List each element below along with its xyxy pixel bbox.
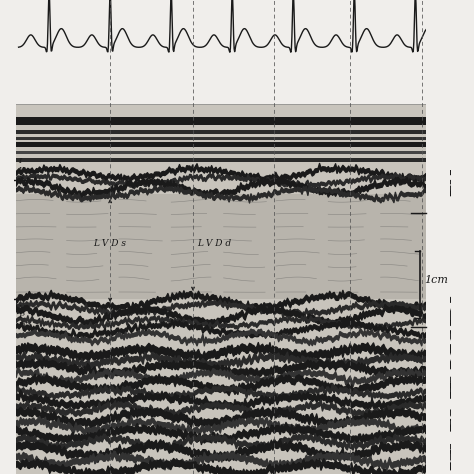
FancyBboxPatch shape	[14, 104, 450, 474]
Text: L V D d: L V D d	[197, 239, 231, 248]
Text: L V D s: L V D s	[93, 239, 126, 248]
FancyBboxPatch shape	[14, 0, 450, 104]
FancyBboxPatch shape	[14, 142, 450, 147]
FancyBboxPatch shape	[14, 117, 450, 125]
Text: L
V
P
W: L V P W	[18, 295, 27, 329]
FancyBboxPatch shape	[14, 158, 450, 162]
FancyBboxPatch shape	[6, 0, 17, 474]
FancyBboxPatch shape	[14, 130, 450, 134]
Text: 1cm: 1cm	[424, 274, 448, 285]
Text: I
V
S: I V S	[18, 157, 25, 182]
FancyBboxPatch shape	[14, 151, 450, 155]
FancyBboxPatch shape	[14, 137, 450, 140]
FancyBboxPatch shape	[14, 194, 450, 299]
FancyBboxPatch shape	[426, 0, 470, 474]
